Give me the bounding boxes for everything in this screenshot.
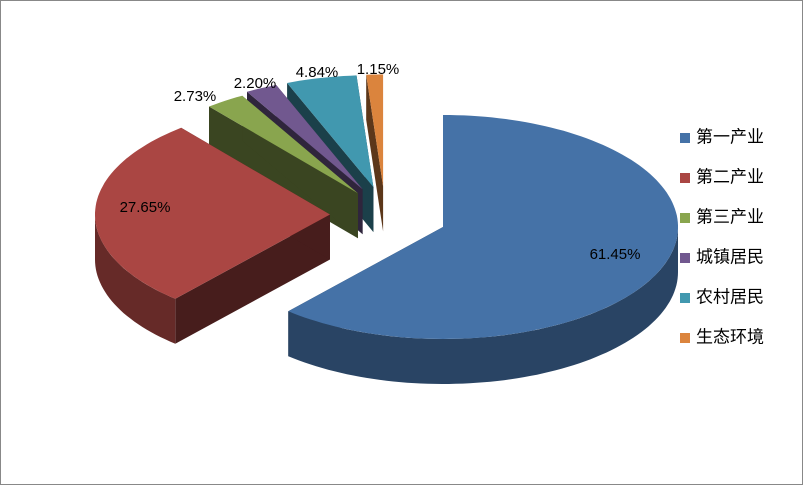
legend-swatch: [680, 173, 690, 183]
slice: [247, 85, 363, 190]
slice: [366, 74, 384, 187]
slice: [287, 75, 374, 188]
slice: [95, 127, 330, 299]
data-label: 61.45%: [590, 246, 641, 263]
data-label: 4.84%: [296, 64, 339, 81]
data-label: 2.73%: [174, 88, 217, 105]
data-label: 2.20%: [234, 75, 277, 92]
legend-swatch: [680, 133, 690, 143]
slice-rim: [288, 227, 678, 384]
legend-label: 第二产业: [696, 167, 764, 186]
slice: [209, 95, 358, 194]
legend-label: 农村居民: [696, 287, 764, 306]
legend-swatch: [680, 253, 690, 263]
slice: [288, 115, 678, 339]
data-label: 1.15%: [357, 61, 400, 78]
legend-label: 城镇居民: [696, 247, 764, 266]
legend-label: 第三产业: [696, 207, 764, 226]
slice-rim: [95, 214, 176, 344]
slice-side: [366, 74, 384, 232]
legend-swatch: [680, 333, 690, 343]
legend-label: 生态环境: [696, 327, 764, 346]
legend-label: 第一产业: [696, 127, 764, 146]
legend-swatch: [680, 213, 690, 223]
legend-swatch: [680, 293, 690, 303]
data-label: 27.65%: [120, 199, 171, 216]
slice-side: [175, 214, 330, 344]
